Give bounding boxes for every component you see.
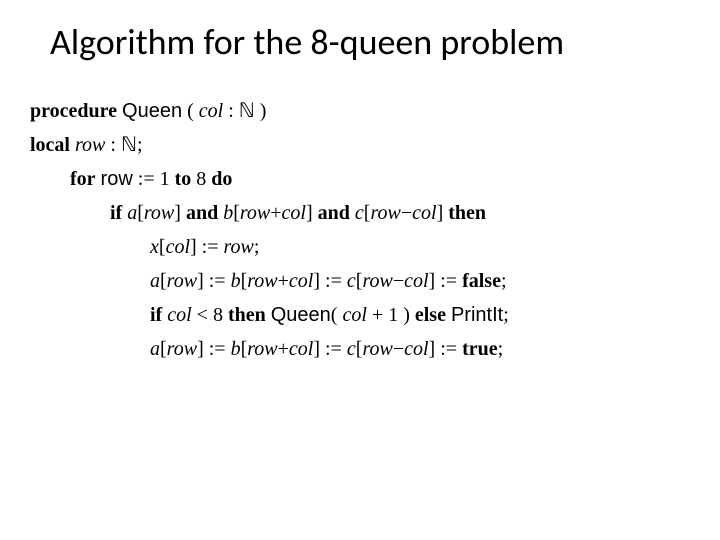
line-for: for row := 1 to 8 do — [30, 162, 690, 196]
kw-and: and — [186, 202, 218, 224]
line-assign-true: a[row] := b[row+col] := c[row−col] := tr… — [30, 332, 690, 366]
kw-false: false — [462, 270, 501, 292]
kw-if: if — [150, 304, 162, 326]
kw-else: else — [415, 304, 446, 326]
slide-title: Algorithm for the 8-queen problem — [50, 20, 690, 64]
kw-if: if — [110, 202, 122, 224]
line-local: local row : ℕ; — [30, 128, 690, 162]
row-var: row — [75, 134, 105, 156]
printit-call: PrintIt — [451, 304, 503, 326]
line-if-guard: if a[row] and b[row+col] and c[row−col] … — [30, 196, 690, 230]
kw-local: local — [30, 134, 70, 156]
col-param: col — [199, 100, 223, 122]
nat-type: ℕ — [121, 134, 137, 156]
line-procedure: procedure Queen ( col : ℕ ) — [30, 94, 690, 128]
queen-call: Queen — [271, 304, 331, 326]
line-assign-false: a[row] := b[row+col] := c[row−col] := fa… — [30, 264, 690, 298]
kw-and: and — [318, 202, 350, 224]
proc-name: Queen — [122, 100, 182, 122]
line-assign-x: x[col] := row; — [30, 230, 690, 264]
pseudocode-block: procedure Queen ( col : ℕ ) local row : … — [30, 94, 690, 366]
kw-procedure: procedure — [30, 100, 117, 122]
kw-to: to — [175, 168, 192, 190]
kw-then: then — [228, 304, 266, 326]
nat-type: ℕ — [239, 100, 255, 122]
kw-true: true — [462, 338, 498, 360]
kw-then: then — [448, 202, 486, 224]
row-sf: row — [101, 168, 133, 190]
slide: Algorithm for the 8-queen problem proced… — [0, 0, 720, 386]
kw-do: do — [211, 168, 232, 190]
kw-for: for — [70, 168, 96, 190]
line-recurse: if col < 8 then Queen( col + 1 ) else Pr… — [30, 298, 690, 332]
